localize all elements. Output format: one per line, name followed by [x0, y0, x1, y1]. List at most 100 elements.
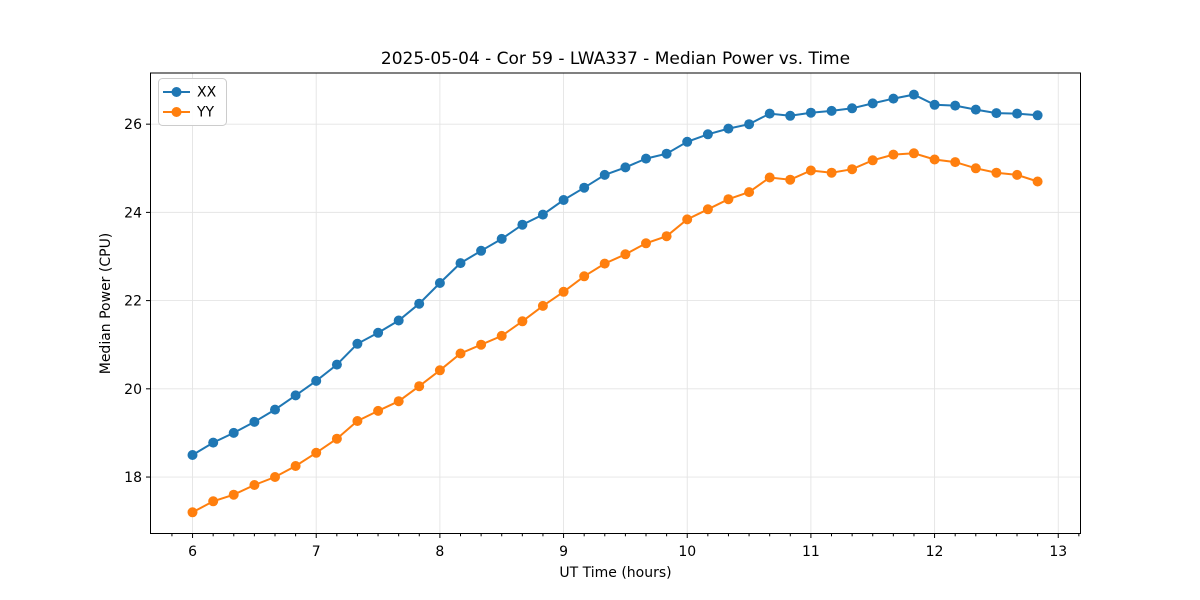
- series-YY-marker: [620, 249, 631, 260]
- tick-layer: 6 7 8 9 10 11 12 13 18 20 22 24 26: [124, 117, 1080, 560]
- y-tick-label-20: 20: [124, 382, 142, 398]
- series-XX-marker: [393, 315, 404, 326]
- series-XX-marker: [805, 107, 816, 118]
- legend-label-yy: YY: [196, 105, 215, 121]
- series-YY-marker: [929, 154, 940, 165]
- y-tick-label-22: 22: [124, 294, 142, 310]
- series-XX-marker: [620, 162, 631, 173]
- series-XX-marker: [311, 375, 322, 386]
- series-YY-marker: [702, 204, 713, 215]
- series-XX-marker: [331, 359, 342, 370]
- series-YY-marker: [558, 286, 569, 297]
- x-tick-label-11: 11: [802, 544, 820, 560]
- series-YY-marker: [744, 187, 755, 198]
- series-YY-marker: [579, 271, 590, 282]
- series-XX-marker: [970, 104, 981, 115]
- x-tick-label-9: 9: [559, 544, 568, 560]
- legend-marker-xx-icon: [171, 87, 182, 97]
- series-XX-marker: [723, 123, 734, 134]
- legend-label-xx: XX: [197, 85, 217, 101]
- series-XX-marker: [414, 298, 425, 309]
- series-XX-marker: [579, 182, 590, 193]
- series-YY-marker: [270, 472, 280, 482]
- series-XX-marker: [661, 148, 672, 159]
- series-XX-marker: [1012, 108, 1023, 119]
- series-YY-marker: [331, 433, 342, 444]
- series-YY-marker: [352, 416, 363, 426]
- series-YY-marker: [1012, 169, 1023, 180]
- x-tick-label-10: 10: [678, 544, 696, 560]
- series-YY-marker: [764, 172, 775, 183]
- x-tick-label-13: 13: [1049, 544, 1067, 560]
- series-XX-marker: [537, 209, 548, 220]
- series-YY-marker: [455, 348, 466, 359]
- series-layer: [187, 89, 1043, 518]
- series-XX-marker: [682, 136, 693, 147]
- x-tick-label-12: 12: [926, 544, 944, 560]
- series-XX-marker: [599, 169, 610, 180]
- y-tick-label-18: 18: [124, 470, 142, 486]
- grid-layer: [150, 73, 1081, 534]
- y-tick-label-24: 24: [124, 205, 142, 221]
- series-XX-marker: [950, 100, 961, 111]
- series-XX-marker: [352, 338, 363, 349]
- series-YY-marker: [517, 316, 528, 327]
- series-YY-marker: [228, 489, 239, 500]
- series-XX-marker: [208, 437, 219, 448]
- series-YY-marker: [970, 163, 981, 174]
- series-XX-marker: [702, 129, 713, 140]
- series-YY-marker: [187, 507, 198, 518]
- series-YY-marker: [950, 157, 961, 168]
- legend: XX YY: [158, 78, 227, 126]
- series-YY-marker: [537, 300, 548, 311]
- series-YY-marker: [311, 447, 322, 458]
- series-YY-marker: [805, 165, 816, 176]
- series-XX-marker: [228, 427, 239, 438]
- series-YY-marker: [991, 167, 1002, 178]
- series-XX-marker: [290, 390, 301, 401]
- legend-marker-yy-icon: [171, 107, 182, 117]
- series-YY-marker: [847, 164, 858, 175]
- series-YY-marker: [785, 174, 796, 185]
- chart-title: 2025-05-04 - Cor 59 - LWA337 - Median Po…: [381, 49, 850, 69]
- series-XX-marker: [1032, 110, 1043, 121]
- series-YY-marker: [290, 461, 301, 471]
- legend-box: [158, 78, 227, 126]
- series-YY-marker: [414, 381, 425, 392]
- series-YY-marker: [393, 396, 404, 407]
- series-YY-marker: [476, 339, 487, 350]
- series-YY-marker: [1032, 176, 1043, 187]
- plot-area-frame: [150, 72, 1081, 534]
- series-XX-line: [191, 93, 1038, 456]
- series-XX-marker: [517, 219, 528, 230]
- series-XX-marker: [455, 258, 466, 269]
- series-YY-marker: [434, 365, 445, 376]
- series-YY-line: [192, 152, 1038, 514]
- series-XX-marker: [373, 327, 384, 338]
- series-XX-marker: [187, 450, 198, 460]
- series-XX-marker: [847, 103, 858, 114]
- series-YY-marker: [723, 194, 734, 205]
- series-XX-marker: [744, 119, 755, 130]
- series-XX-marker: [929, 99, 940, 110]
- series-YY-marker: [208, 496, 219, 507]
- x-tick-label-6: 6: [188, 544, 197, 560]
- y-axis-label: Median Power (CPU): [98, 233, 114, 375]
- x-tick-label-7: 7: [312, 544, 321, 560]
- series-YY-marker: [826, 167, 837, 178]
- series-YY: [187, 148, 1043, 518]
- series-XX-marker: [476, 245, 487, 256]
- series-XX-marker: [908, 89, 919, 100]
- series-XX-marker: [249, 416, 260, 427]
- series-XX-marker: [270, 404, 280, 415]
- legend-item-yy: YY: [163, 105, 215, 121]
- x-tick-label-8: 8: [435, 544, 444, 560]
- series-XX-marker: [641, 153, 651, 164]
- series-XX-marker: [826, 105, 837, 116]
- series-YY-marker: [641, 238, 651, 249]
- series-YY-marker: [682, 214, 693, 225]
- series-YY-marker: [888, 149, 899, 160]
- series-YY-marker: [373, 405, 384, 416]
